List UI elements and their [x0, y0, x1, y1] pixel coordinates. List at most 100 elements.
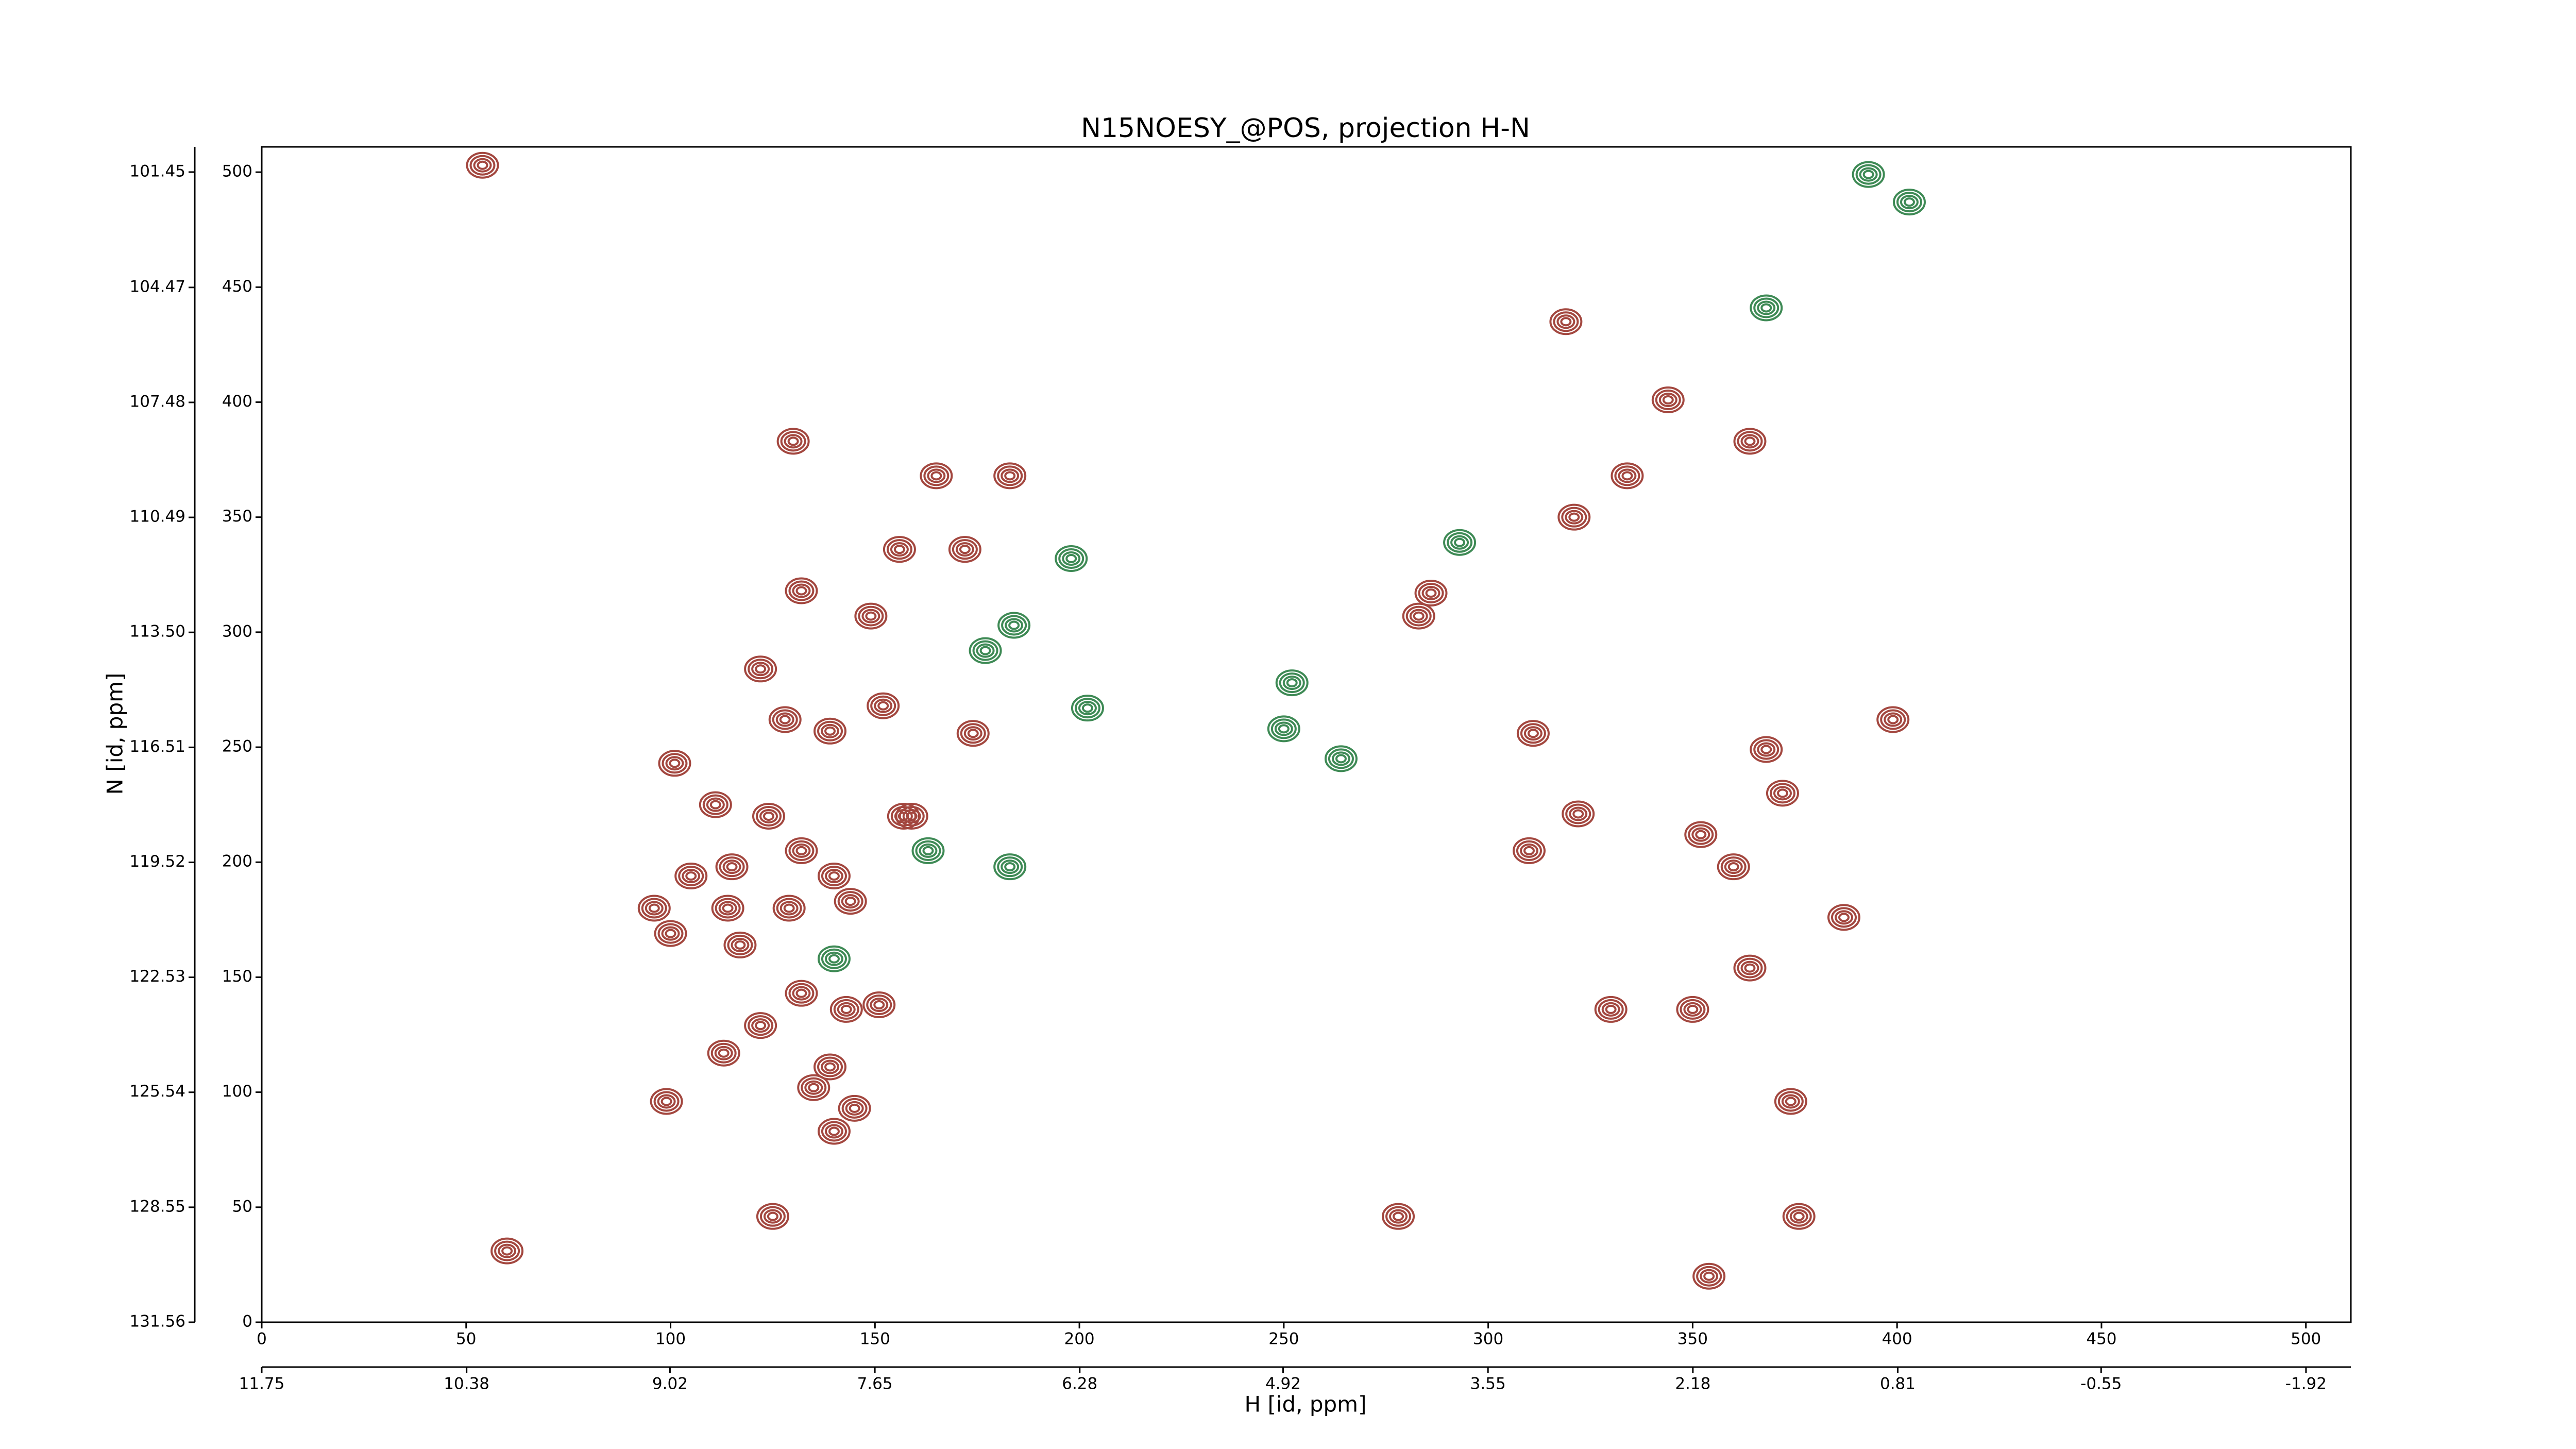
- contour-level: [788, 580, 815, 601]
- contour-level: [1680, 999, 1706, 1020]
- contour-level: [779, 901, 799, 916]
- contour-level: [1781, 1094, 1800, 1109]
- contour-level: [1733, 954, 1767, 982]
- contour-level: [1903, 197, 1915, 207]
- peak: [1611, 462, 1644, 490]
- contour-level: [993, 462, 1027, 490]
- y-tick-label: 150: [222, 967, 252, 986]
- contour-level: [1557, 503, 1591, 531]
- contour-level: [756, 1203, 789, 1230]
- contour-level: [645, 901, 664, 916]
- contour-level: [752, 802, 785, 830]
- contour-level: [959, 545, 971, 554]
- y-tick-label: 500: [222, 162, 252, 181]
- contour-level: [1560, 317, 1572, 327]
- contour-level: [795, 586, 807, 596]
- peak: [744, 655, 777, 683]
- contour-level: [849, 1103, 860, 1113]
- contour-level: [715, 898, 741, 919]
- contour-level: [682, 869, 701, 884]
- x-axis-label: H [id, ppm]: [1245, 1392, 1367, 1417]
- contour-level: [1740, 961, 1759, 975]
- contour-level: [1065, 554, 1077, 564]
- contour-level: [1827, 904, 1861, 931]
- peak: [1382, 1203, 1415, 1230]
- contour-level: [993, 853, 1027, 881]
- y-tick-label: 400: [222, 392, 252, 411]
- contour-level: [1753, 739, 1780, 760]
- contour-level: [1523, 846, 1535, 855]
- contour-level: [755, 805, 782, 827]
- contour-level: [653, 1091, 680, 1112]
- contour-level: [727, 934, 753, 955]
- x2-tick-label: 6.28: [1062, 1375, 1097, 1393]
- contour-level: [1001, 615, 1027, 636]
- contour-level: [920, 462, 953, 490]
- contour-level: [1611, 462, 1644, 490]
- x2-tick-label: 11.75: [239, 1375, 285, 1393]
- contour-level: [899, 805, 925, 827]
- peak: [1516, 720, 1550, 747]
- contour-level: [1565, 803, 1591, 824]
- y2-tick-label: 122.53: [130, 967, 185, 986]
- peak: [768, 706, 802, 733]
- contour-level: [821, 1121, 847, 1142]
- contour-level: [1081, 703, 1093, 713]
- contour-level: [838, 1094, 871, 1122]
- contour-level: [1862, 170, 1874, 179]
- peak: [1750, 736, 1783, 763]
- peak: [883, 536, 916, 563]
- contour-level: [1773, 786, 1792, 801]
- contour-level: [494, 1240, 520, 1261]
- contour-level: [1516, 840, 1542, 861]
- contour-level: [821, 948, 847, 969]
- contour-level: [1658, 393, 1677, 408]
- contour-level: [779, 715, 791, 724]
- x-tick-label: 200: [1064, 1330, 1094, 1349]
- contour-level: [661, 926, 680, 941]
- peak: [814, 1053, 847, 1081]
- contour-level: [844, 897, 856, 906]
- contour-level: [763, 1209, 782, 1224]
- contour-level: [748, 1015, 774, 1036]
- contour-level: [706, 797, 725, 812]
- contour-level: [1594, 996, 1628, 1023]
- contour-level: [1724, 860, 1743, 874]
- contour-level: [1004, 471, 1016, 481]
- contour-level: [1777, 1091, 1804, 1112]
- contour-level: [792, 986, 811, 1001]
- contour-level: [669, 759, 681, 768]
- contour-level: [719, 856, 745, 878]
- contour-level: [1568, 512, 1580, 522]
- peak: [466, 151, 499, 179]
- contour-level: [976, 643, 995, 658]
- contour-level: [1413, 611, 1425, 621]
- contour-level: [808, 1083, 820, 1092]
- contour-level: [873, 1000, 885, 1009]
- contour-level: [814, 1053, 847, 1081]
- contour-level: [824, 726, 836, 736]
- contour-level: [785, 577, 818, 604]
- contour-level: [1520, 723, 1546, 744]
- contour-level: [1556, 314, 1575, 329]
- contour-level: [1676, 996, 1709, 1023]
- contour-level: [866, 994, 892, 1015]
- contour-level: [731, 937, 750, 952]
- contour-level: [795, 988, 807, 998]
- peak: [993, 462, 1027, 490]
- contour-level: [797, 1074, 831, 1101]
- contour-level: [759, 1206, 786, 1227]
- contour-level: [1071, 695, 1104, 722]
- contour-level: [707, 1039, 740, 1067]
- x-tick-label: 150: [860, 1330, 890, 1349]
- contour-level: [1785, 1097, 1797, 1106]
- contour-level: [775, 712, 794, 727]
- contour-level: [837, 1002, 856, 1017]
- contour-level: [783, 903, 795, 913]
- contour-level: [1405, 605, 1432, 627]
- peak: [1750, 294, 1783, 322]
- contour-level: [722, 860, 741, 874]
- contour-level: [780, 431, 806, 452]
- peak: [854, 602, 888, 630]
